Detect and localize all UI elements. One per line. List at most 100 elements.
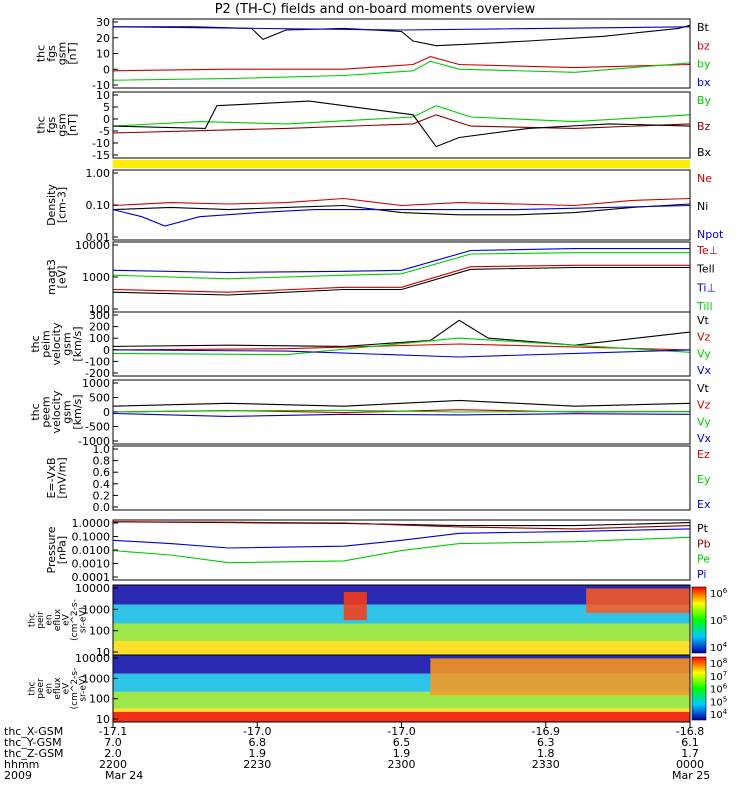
x-tick-label: 1.9 — [249, 747, 267, 760]
colorbar — [691, 586, 707, 654]
legend-entry-vy: Vy — [697, 415, 711, 428]
x-tick-label: 1.9 — [393, 747, 411, 760]
series-line-pe — [112, 536, 691, 564]
y-axis-label-line: peem — [40, 396, 53, 427]
y-tick-label: 10000 — [75, 652, 110, 665]
spectrogram-band — [113, 641, 690, 655]
y-axis-label-line: sr-eV) — [79, 675, 89, 701]
y-tick-label: 1.00 — [86, 167, 111, 180]
x-tick-label: -17.1 — [99, 725, 127, 738]
y-tick-label: -15 — [92, 149, 110, 162]
series-line-vy — [112, 337, 691, 356]
y-tick-label: -200 — [85, 367, 110, 380]
y-axis-label-line: [cm-3] — [55, 187, 68, 223]
series-line-npot — [112, 204, 691, 227]
y-axis-label-line: E=-VxB — [45, 457, 58, 498]
legend-entry-bz: Bz — [697, 120, 711, 133]
x-tick-label: 6.8 — [249, 736, 267, 749]
y-tick-label: 5 — [103, 101, 110, 114]
legend-entry-ti: Ti⊥ — [696, 281, 716, 294]
y-axis-label-line: [nPa] — [55, 536, 68, 564]
panel-frame — [112, 91, 691, 159]
series-line-till — [112, 252, 690, 280]
x-tick-label: 2230 — [243, 758, 271, 771]
x-axis-row-label: thc_Y-GSM — [4, 736, 62, 749]
legend-entry-tell: Tell — [696, 263, 715, 276]
y-tick-label: 0.10 — [86, 199, 111, 212]
x-tick-label: 2200 — [99, 758, 127, 771]
x-axis-row-label: thc_X-GSM — [4, 725, 63, 738]
y-tick-label: 10 — [96, 713, 110, 726]
y-axis-label-line: thc — [28, 613, 38, 627]
legend-entry-till: Till — [696, 300, 713, 313]
panel-temperature: Te⊥ Tell Ti⊥ Till 10000 1000 100 magt3[eV] — [45, 239, 718, 316]
y-tick-label: 0.0001 — [72, 571, 111, 584]
y-tick-label: 100 — [89, 625, 110, 638]
y-axis-label-line: gsm — [61, 332, 74, 355]
spectrogram-band — [113, 604, 690, 624]
mode-bar — [113, 160, 690, 168]
x-tick-label: -16.8 — [676, 725, 704, 738]
x-tick-label: -16.9 — [532, 725, 560, 738]
y-tick-label: 10 — [96, 48, 110, 61]
y-axis-label-line: thc — [34, 45, 47, 62]
y-axis-label-line: thc — [29, 335, 42, 352]
y-axis-label-line: gsm — [61, 400, 74, 423]
y-tick-label: 10 — [96, 646, 110, 659]
panel-frame — [112, 445, 691, 511]
y-tick-label: 30 — [96, 16, 110, 29]
legend-entry-vt: Vt — [697, 382, 710, 395]
y-axis-label: magt3[eV] — [45, 259, 69, 295]
legend-entry-bt: Bt — [697, 21, 710, 34]
legend-entry-vz: Vz — [697, 331, 711, 344]
legend-entry-by: By — [697, 94, 712, 107]
legend-entry-te: Te⊥ — [696, 244, 718, 257]
panel-pressure: PtPbPePi1.00000.10000.01000.00100.0001Pr… — [45, 517, 711, 584]
y-axis-label-line: eflux — [53, 608, 63, 631]
legend-entry-vt: Vt — [697, 314, 710, 327]
y-tick-label: 1000 — [82, 377, 110, 390]
y-axis-label-line: (cm^2-s- — [70, 668, 80, 710]
y-tick-label: 100 — [89, 303, 110, 316]
y-axis-label-line: peir — [36, 611, 46, 629]
y-tick-label: 0.6 — [93, 466, 111, 479]
y-axis-label: E=-VxB[mV/m] — [45, 457, 69, 498]
spectrogram-band — [113, 691, 690, 709]
panel-peim-velocity: VtVzVyVx3002001000-100-200thcpeimvelocit… — [29, 309, 712, 380]
y-tick-label: 10 — [96, 89, 110, 102]
series-line-vt — [112, 399, 691, 407]
legend-entry-by: by — [697, 58, 711, 71]
legend-entry-ni: Ni — [697, 200, 708, 213]
legend-entry-pb: Pb — [697, 537, 711, 550]
legend-entry-npot: Npot — [697, 228, 724, 241]
series-line-vx — [112, 349, 691, 358]
x-tick-label: -17.0 — [243, 725, 271, 738]
y-axis-label-line: velocity — [50, 322, 63, 365]
series-line-pi — [112, 528, 691, 549]
y-tick-label: 1000 — [82, 603, 110, 616]
series-line-bx — [112, 100, 691, 148]
y-tick-label: -5 — [99, 125, 110, 138]
y-axis-label: Density[cm-3] — [45, 184, 69, 226]
y-axis-label-line: fgs — [45, 116, 58, 133]
y-tick-label: 1.0000 — [72, 517, 111, 530]
colorbar-tick-label: 105 — [710, 614, 727, 627]
series-line-ni — [112, 203, 691, 216]
y-tick-label: 0 — [103, 344, 110, 357]
colorbar-tick-label: 104 — [710, 641, 728, 654]
series-line-vt — [112, 319, 691, 347]
legend-entry-vy: Vy — [697, 347, 711, 360]
y-tick-label: 0 — [103, 406, 110, 419]
spectrogram-band — [113, 585, 690, 605]
y-tick-label: 1.0 — [93, 443, 111, 456]
series-line-bx — [112, 26, 691, 31]
legend-entry-pi: Pi — [697, 568, 706, 581]
